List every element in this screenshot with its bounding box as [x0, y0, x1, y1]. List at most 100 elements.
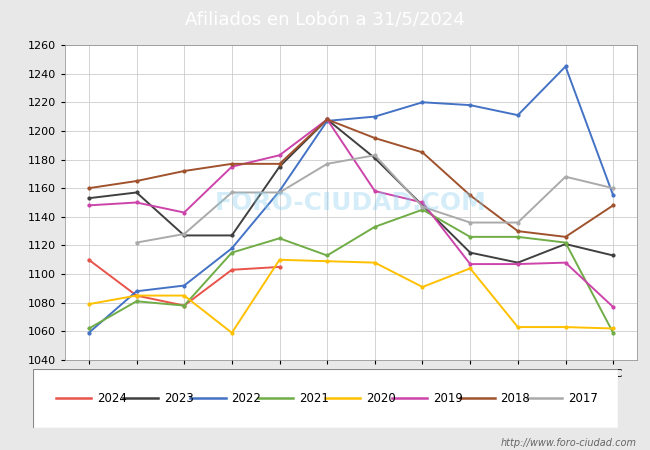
- 2017: [466, 220, 474, 225]
- 2023: [85, 195, 93, 201]
- 2019: [514, 261, 522, 267]
- 2022: [276, 189, 283, 194]
- 2022: [180, 283, 188, 288]
- 2019: [609, 304, 617, 310]
- 2017: [180, 231, 188, 237]
- Line: 2020: 2020: [88, 258, 614, 334]
- 2023: [323, 117, 331, 122]
- 2021: [85, 326, 93, 331]
- 2019: [562, 260, 569, 265]
- 2017: [371, 153, 379, 158]
- 2024: [276, 264, 283, 270]
- 2022: [85, 330, 93, 336]
- 2019: [466, 261, 474, 267]
- 2020: [466, 266, 474, 271]
- 2021: [323, 253, 331, 258]
- 2022: [419, 99, 426, 105]
- 2020: [276, 257, 283, 262]
- Line: 2023: 2023: [88, 118, 614, 264]
- 2018: [371, 135, 379, 141]
- 2018: [323, 117, 331, 122]
- Text: http://www.foro-ciudad.com: http://www.foro-ciudad.com: [501, 438, 637, 448]
- 2022: [514, 112, 522, 118]
- 2023: [419, 202, 426, 208]
- 2021: [228, 250, 236, 255]
- 2017: [228, 190, 236, 195]
- 2023: [514, 260, 522, 265]
- 2021: [133, 299, 140, 304]
- 2018: [180, 168, 188, 174]
- 2021: [466, 234, 474, 239]
- 2022: [323, 118, 331, 124]
- 2018: [466, 193, 474, 198]
- 2021: [180, 303, 188, 308]
- 2021: [371, 224, 379, 230]
- Text: 2022: 2022: [231, 392, 261, 405]
- 2020: [514, 324, 522, 330]
- 2019: [371, 189, 379, 194]
- 2022: [228, 246, 236, 251]
- 2018: [85, 185, 93, 191]
- 2021: [276, 236, 283, 241]
- 2024: [85, 257, 93, 262]
- 2019: [228, 164, 236, 169]
- 2019: [133, 200, 140, 205]
- 2017: [419, 204, 426, 210]
- Text: 2021: 2021: [299, 392, 328, 405]
- Line: 2017: 2017: [135, 154, 614, 244]
- Line: 2019: 2019: [88, 118, 614, 308]
- 2018: [228, 161, 236, 166]
- 2023: [276, 164, 283, 169]
- 2023: [228, 233, 236, 238]
- 2018: [276, 161, 283, 166]
- 2022: [133, 288, 140, 294]
- Line: 2021: 2021: [88, 208, 614, 334]
- 2021: [514, 234, 522, 239]
- 2020: [609, 326, 617, 331]
- FancyBboxPatch shape: [32, 369, 617, 428]
- 2018: [419, 150, 426, 155]
- 2022: [562, 64, 569, 69]
- 2020: [85, 302, 93, 307]
- 2024: [228, 267, 236, 273]
- Text: 2018: 2018: [500, 392, 530, 405]
- Text: FORO-CIUDAD.COM: FORO-CIUDAD.COM: [215, 190, 487, 215]
- 2021: [419, 207, 426, 212]
- 2023: [466, 250, 474, 255]
- 2019: [85, 202, 93, 208]
- Text: 2024: 2024: [97, 392, 127, 405]
- 2022: [371, 114, 379, 119]
- 2020: [133, 293, 140, 298]
- 2017: [133, 240, 140, 245]
- 2017: [514, 220, 522, 225]
- 2019: [323, 117, 331, 122]
- 2020: [323, 258, 331, 264]
- 2022: [466, 103, 474, 108]
- 2018: [562, 234, 569, 239]
- Text: 2019: 2019: [433, 392, 463, 405]
- 2017: [609, 185, 617, 191]
- 2020: [371, 260, 379, 265]
- 2020: [228, 330, 236, 336]
- 2018: [133, 178, 140, 184]
- 2020: [419, 284, 426, 290]
- 2019: [419, 200, 426, 205]
- 2018: [514, 229, 522, 234]
- 2017: [562, 174, 569, 180]
- Text: 2017: 2017: [568, 392, 597, 405]
- 2020: [180, 293, 188, 298]
- 2021: [562, 240, 569, 245]
- 2021: [609, 330, 617, 336]
- 2023: [562, 241, 569, 247]
- 2024: [180, 303, 188, 308]
- Text: 2020: 2020: [366, 392, 396, 405]
- Line: 2024: 2024: [88, 258, 281, 307]
- 2024: [133, 293, 140, 298]
- 2017: [276, 190, 283, 195]
- Text: Afiliados en Lobón a 31/5/2024: Afiliados en Lobón a 31/5/2024: [185, 11, 465, 29]
- 2023: [133, 190, 140, 195]
- Line: 2018: 2018: [88, 118, 614, 238]
- 2022: [609, 193, 617, 198]
- 2019: [276, 153, 283, 158]
- 2020: [562, 324, 569, 330]
